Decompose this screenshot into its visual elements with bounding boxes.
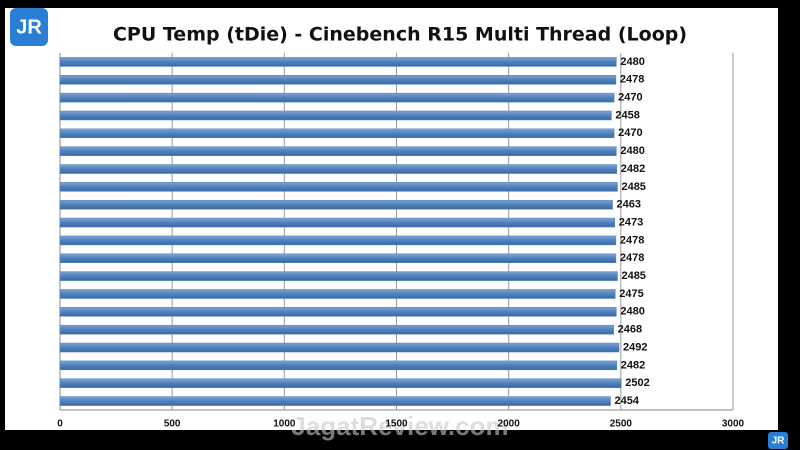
bar — [59, 360, 618, 371]
bar — [59, 324, 614, 335]
bar — [59, 182, 618, 192]
bar — [59, 199, 613, 210]
data-label: 2480 — [620, 306, 644, 318]
bar — [59, 396, 611, 406]
x-tick-label: 2500 — [610, 419, 633, 430]
x-tick-label: 500 — [164, 419, 181, 430]
data-label: 2468 — [618, 324, 642, 336]
logo: JR — [16, 16, 42, 38]
data-label: 2482 — [621, 359, 645, 371]
bar — [59, 342, 620, 353]
x-tick-label: 1500 — [385, 419, 408, 430]
data-label: 2470 — [618, 127, 642, 139]
data-label: 2478 — [620, 74, 644, 86]
data-label: 2482 — [621, 163, 645, 175]
chart-title: CPU Temp (tDie) - Cinebench R15 Multi Th… — [113, 24, 687, 46]
data-label: 2454 — [615, 395, 640, 407]
data-label: 2485 — [621, 270, 645, 282]
bar — [59, 253, 617, 264]
bar — [59, 75, 617, 85]
logo-box — [10, 8, 48, 46]
bar — [59, 235, 617, 246]
x-tick-label: 3000 — [722, 419, 745, 430]
data-label: 2478 — [620, 252, 644, 264]
bar — [59, 146, 617, 156]
bar — [59, 92, 615, 103]
bar — [59, 164, 618, 174]
x-tick-label: 2000 — [498, 419, 521, 430]
data-label: 2485 — [621, 181, 645, 193]
data-label: 2492 — [623, 341, 647, 353]
data-label: 2470 — [618, 92, 642, 104]
x-tick-label: 0 — [57, 419, 63, 430]
data-label: 2478 — [620, 234, 644, 246]
bar — [59, 378, 622, 388]
bar — [59, 289, 616, 299]
bar — [59, 110, 612, 121]
logo-box-small — [768, 432, 788, 449]
bar — [59, 307, 617, 317]
data-label: 2475 — [619, 288, 643, 300]
data-label: 2480 — [620, 145, 644, 157]
data-label: 2473 — [619, 216, 643, 228]
bar — [59, 128, 615, 139]
data-label: 2480 — [620, 56, 644, 68]
bar — [59, 217, 616, 228]
x-tick-label: 1000 — [273, 419, 296, 430]
data-label: 2463 — [617, 199, 641, 211]
data-label: 2502 — [625, 377, 649, 389]
logo-small: JR — [772, 436, 786, 447]
watermark: JagatReview.com — [291, 411, 508, 441]
data-label: 2458 — [615, 109, 639, 121]
bar — [59, 271, 618, 281]
bar — [59, 57, 617, 67]
